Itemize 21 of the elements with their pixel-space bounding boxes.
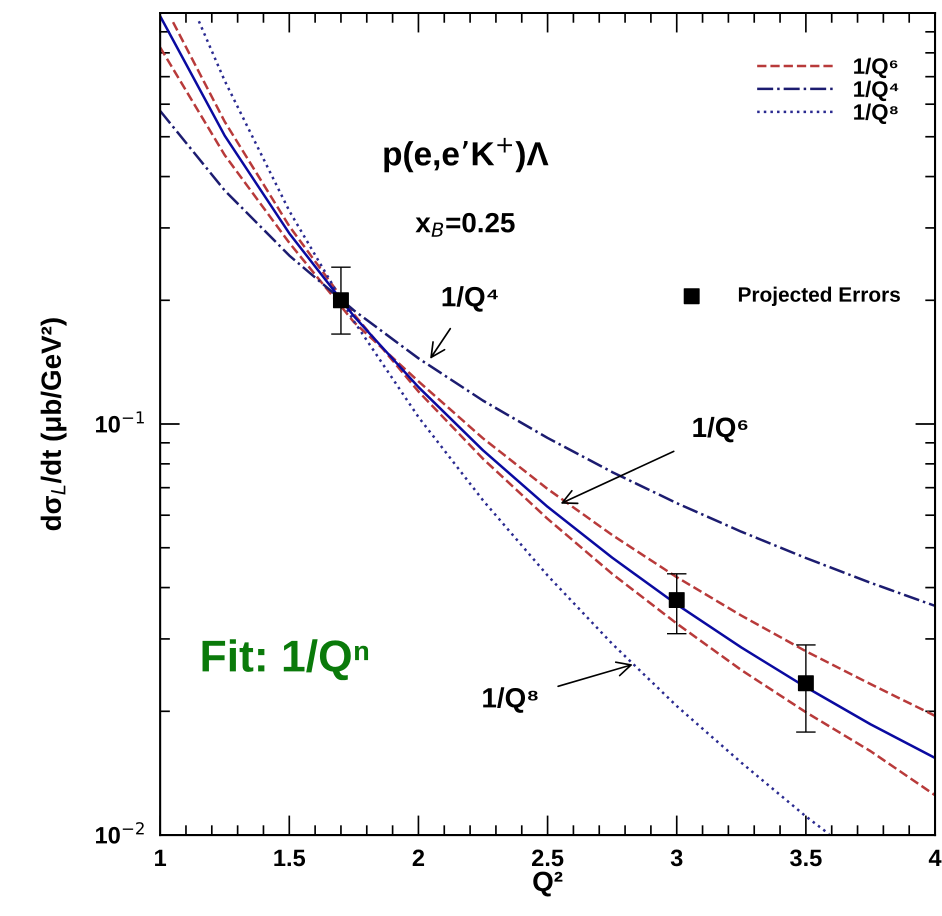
annotation: 1/Q⁶	[693, 416, 748, 442]
x-tick-label: 1.5	[274, 850, 306, 866]
annotation: p(e,e’K$^{+}$)Λ	[384, 138, 548, 172]
legend-label: 1/Q⁸	[854, 104, 898, 124]
x-tick-label: 2	[412, 850, 424, 866]
annotation: 1/Q⁴	[442, 286, 498, 312]
x-tick-label: 3	[670, 850, 682, 866]
legend-label: Projected Errors	[738, 286, 900, 306]
x-axis-title: Q²	[533, 872, 562, 897]
annotation: 1/Q⁸	[483, 687, 538, 713]
x-tick-label: 1	[155, 850, 166, 866]
y-tick-label: 10$^{−2}$	[96, 822, 144, 844]
x-tick-label: 3.5	[790, 850, 822, 866]
legend-label: 1/Q⁶	[854, 58, 898, 78]
y-axis-title: dσ$_{L}$/dt (μb/GeV²)	[40, 318, 67, 530]
legend-label: 1/Q⁴	[854, 80, 898, 102]
y-tick-label: 10$^{−1}$	[96, 411, 144, 433]
annotation: Fit: 1/Qⁿ	[202, 639, 368, 680]
x-tick-label: 4	[928, 850, 942, 866]
annotation: x$_{B}$=0.25	[416, 212, 515, 237]
x-tick-label: 2.5	[532, 850, 564, 866]
